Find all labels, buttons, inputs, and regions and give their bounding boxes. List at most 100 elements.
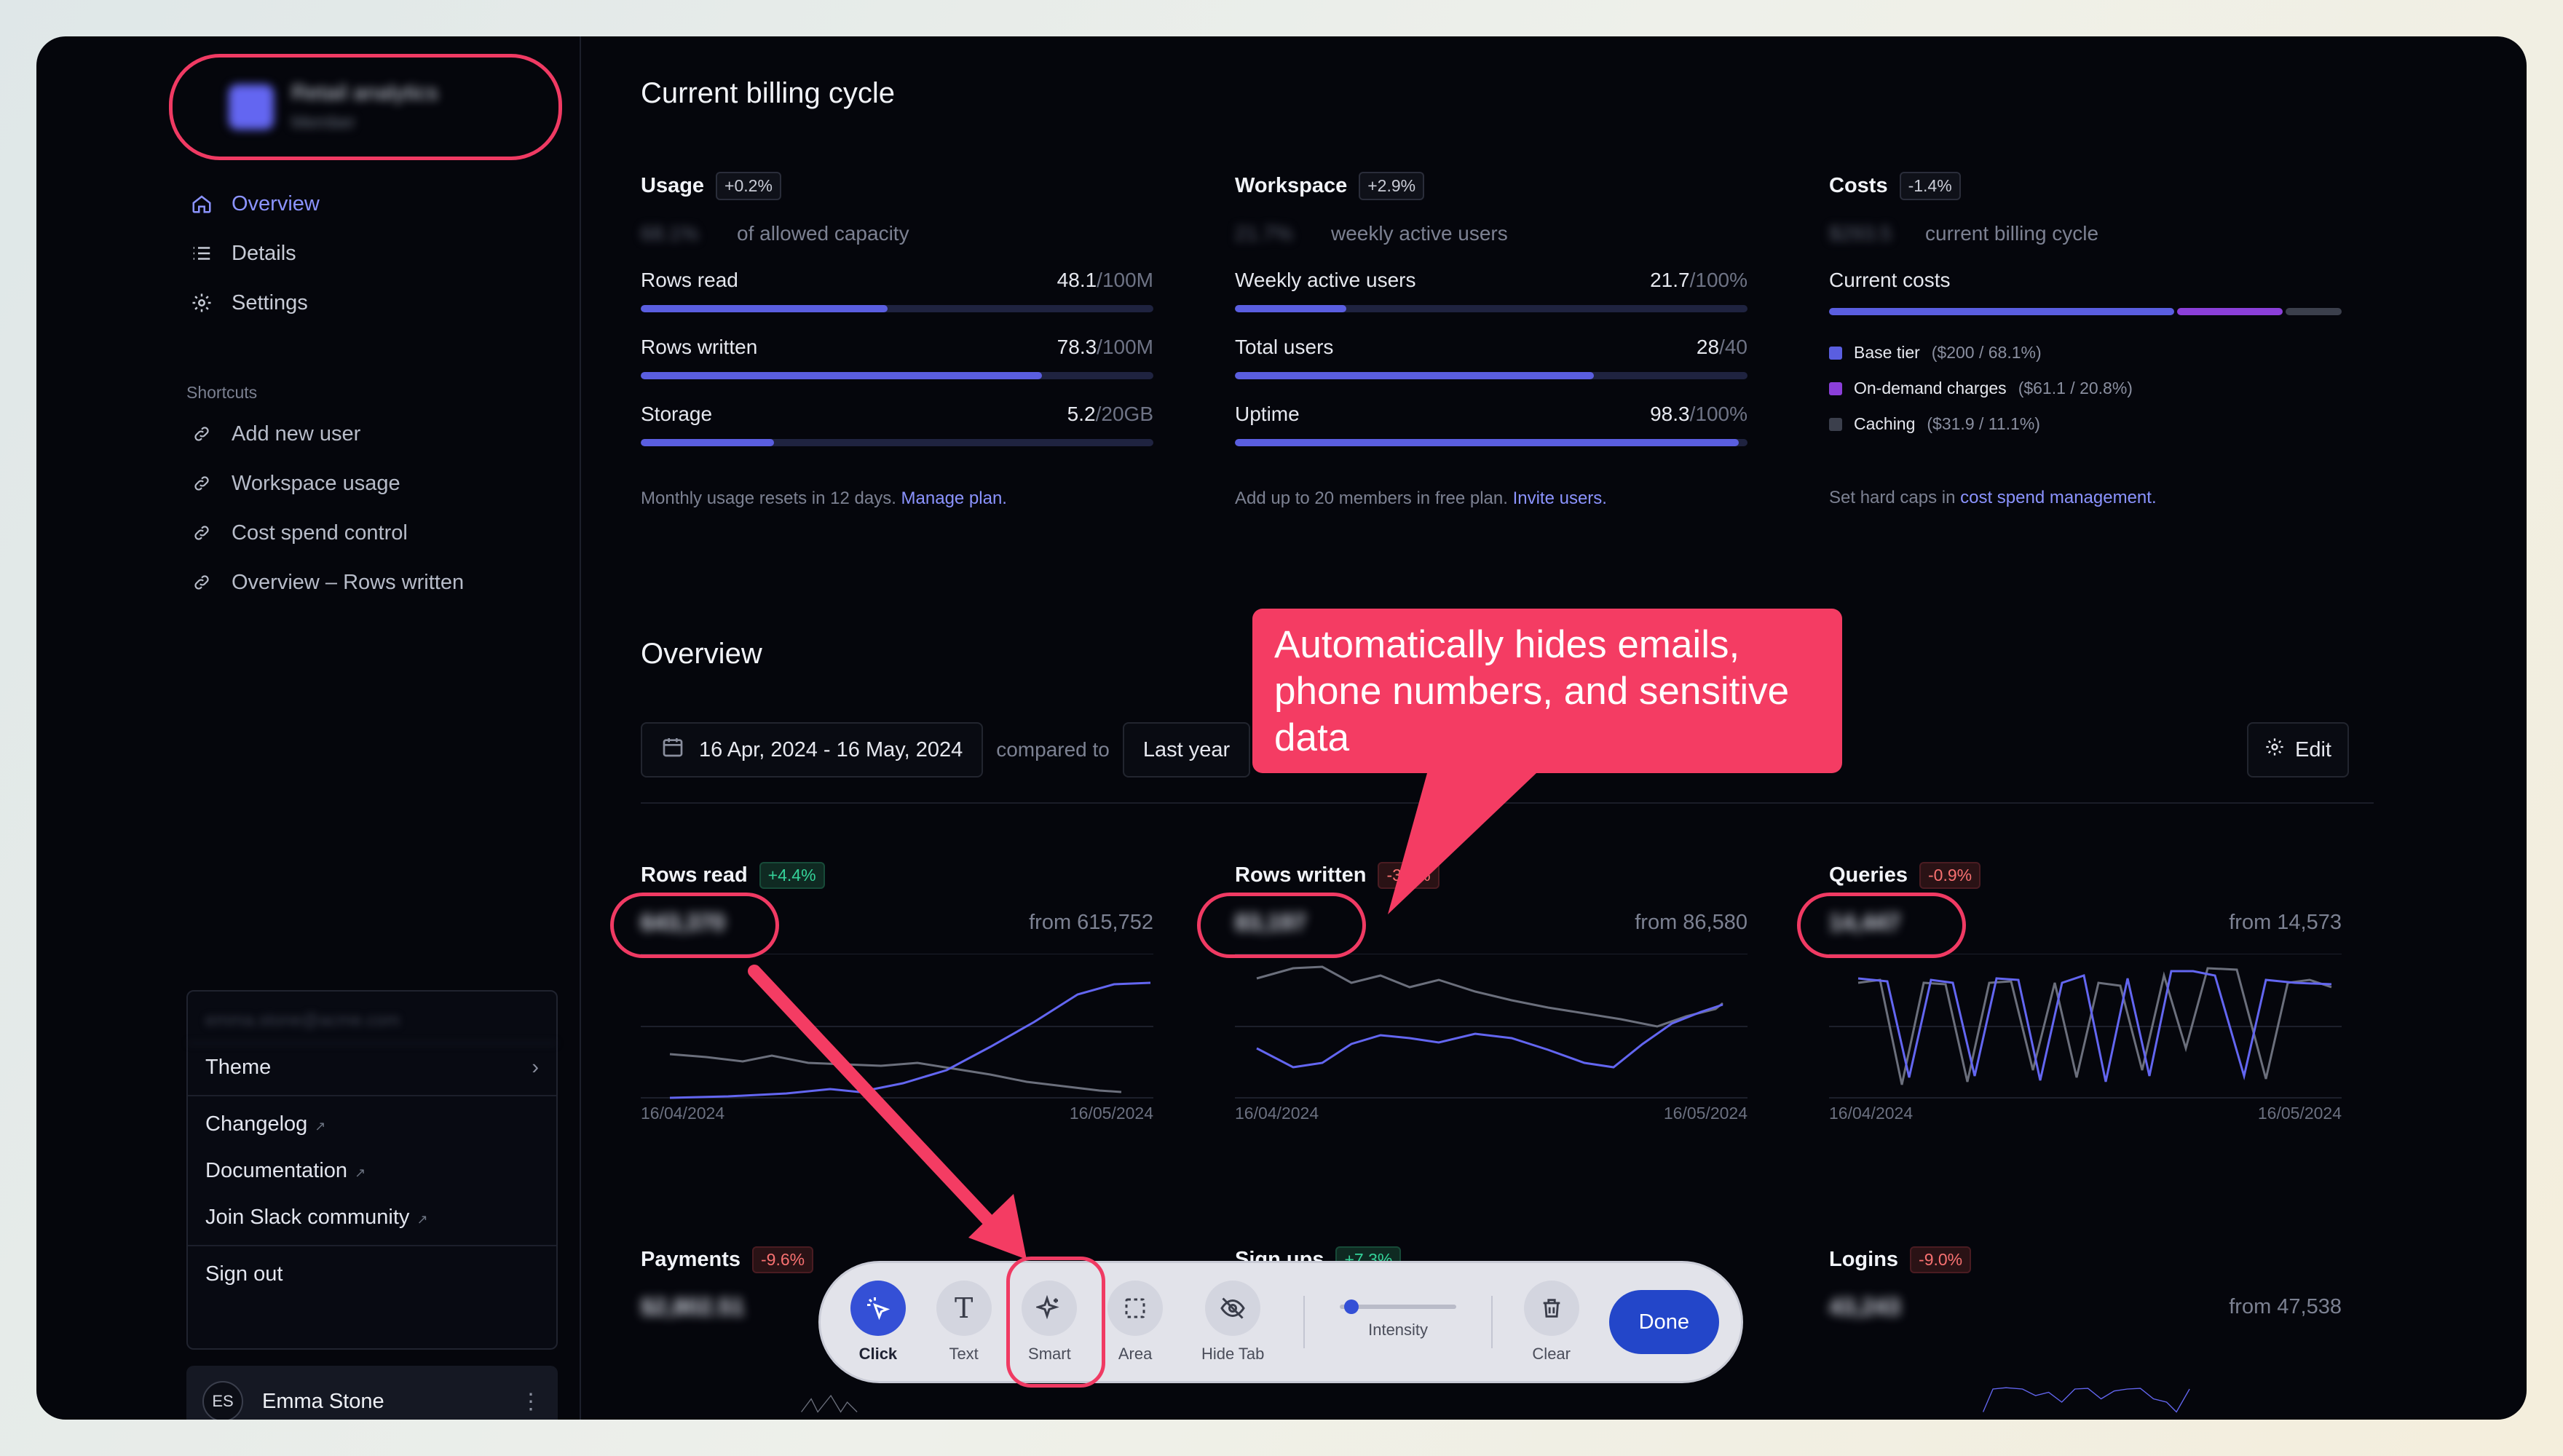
metric-value: 48.1 <box>1057 269 1097 291</box>
series-current <box>1256 1003 1723 1069</box>
sparkline-chart <box>1235 954 1748 1099</box>
compared-to-label: compared to <box>996 738 1110 761</box>
date-range-label: 16 Apr, 2024 - 16 May, 2024 <box>699 737 963 761</box>
change-badge: -3.9% <box>1378 862 1440 889</box>
calendar-icon <box>661 735 684 764</box>
cost-legend: Base tier ($200 / 68.1%) On-demand charge… <box>1829 343 2342 434</box>
slider-knob[interactable] <box>1344 1299 1359 1314</box>
progress-bar <box>641 305 1153 312</box>
metric-max: /100% <box>1689 403 1748 425</box>
done-button[interactable]: Done <box>1608 1290 1720 1354</box>
tool-text[interactable]: T Text <box>928 1281 1000 1364</box>
metric-value: 28 <box>1696 336 1720 358</box>
change-badge: +4.4% <box>759 862 825 889</box>
cursor-click-icon <box>850 1281 906 1336</box>
toolbar-divider <box>1490 1296 1493 1348</box>
costs-panel: Costs -1.4% $293.5 current billing cycle… <box>1829 172 2342 508</box>
date-range-picker[interactable]: 16 Apr, 2024 - 16 May, 2024 <box>641 722 984 778</box>
metric-label: Storage <box>641 403 713 425</box>
menu-item-changelog[interactable]: Changelog ↗ <box>188 1101 556 1147</box>
series-previous <box>801 1394 858 1413</box>
toolbar-divider <box>1303 1296 1306 1348</box>
sparkle-icon <box>1022 1281 1078 1336</box>
progress-fill <box>641 372 1043 379</box>
cost-segment <box>2176 308 2283 315</box>
shortcut-add-new-user[interactable]: Add new user <box>191 409 464 459</box>
kpi-previous: from 86,580 <box>1635 911 1748 934</box>
series-previous <box>1857 967 2332 1085</box>
nav-item-overview[interactable]: Overview <box>191 179 320 229</box>
blurred-value: $293.5 <box>1829 222 1892 245</box>
menu-item-documentation[interactable]: Documentation ↗ <box>188 1147 556 1194</box>
tool-hide-tab[interactable]: Hide Tab <box>1185 1281 1280 1364</box>
tool-area[interactable]: Area <box>1099 1281 1171 1364</box>
manage-plan-link[interactable]: Manage plan. <box>901 488 1007 508</box>
tool-label: Text <box>949 1345 979 1363</box>
highlight-ring-rows-read-value <box>610 893 779 958</box>
intensity-slider[interactable] <box>1340 1299 1457 1314</box>
legend-item: On-demand charges ($61.1 / 20.8%) <box>1829 379 2342 398</box>
nav-item-details[interactable]: Details <box>191 229 320 278</box>
workspace-switcher[interactable]: Retail analytics Member <box>182 67 546 147</box>
comparison-value: Last year <box>1142 737 1231 761</box>
cost-segment <box>1829 308 2174 315</box>
blurred-value: 21.7% <box>1235 222 1293 245</box>
more-options-icon[interactable]: ⋮ <box>520 1389 542 1414</box>
change-badge: -9.0% <box>1910 1246 1972 1273</box>
metric-max: /100% <box>1689 269 1748 291</box>
home-icon <box>191 193 213 215</box>
axis-start-date: 16/04/2024 <box>1235 1104 1319 1123</box>
shortcut-overview-rows-written[interactable]: Overview – Rows written <box>191 558 464 607</box>
workspace-name: Retail analytics <box>291 81 438 105</box>
nav-label: Details <box>232 241 296 265</box>
nav-item-settings[interactable]: Settings <box>191 278 320 328</box>
shortcut-cost-spend-control[interactable]: Cost spend control <box>191 508 464 558</box>
shortcut-label: Cost spend control <box>232 521 408 545</box>
legend-label: Caching <box>1854 414 1916 433</box>
kpi-previous: from 14,573 <box>2229 911 2342 934</box>
legend-swatch <box>1829 417 1842 431</box>
legend-detail: ($31.9 / 11.1%) <box>1927 414 2040 433</box>
legend-label: On-demand charges <box>1854 379 2007 397</box>
metric-value: 21.7 <box>1650 269 1690 291</box>
invite-users-link[interactable]: Invite users. <box>1512 488 1607 508</box>
menu-label: Documentation <box>205 1158 348 1182</box>
intensity-control[interactable]: Intensity <box>1328 1299 1468 1340</box>
panel-subtitle: weekly active users <box>1331 222 1508 245</box>
sparkline-chart <box>641 954 1153 1099</box>
sidebar: Retail analytics Member Overview Details <box>36 36 581 1420</box>
divider <box>641 802 2374 804</box>
legend-detail: ($200 / 68.1%) <box>1931 343 2042 362</box>
workspace-role: Member <box>291 113 356 132</box>
kpi-title: Rows written <box>1235 863 1367 887</box>
tool-label: Click <box>858 1345 898 1363</box>
menu-item-sign-out[interactable]: Sign out <box>188 1251 556 1297</box>
legend-item: Base tier ($200 / 68.1%) <box>1829 343 2342 363</box>
cost-breakdown-bar <box>1829 308 2342 315</box>
edit-button[interactable]: Edit <box>2247 722 2349 778</box>
shortcuts-heading: Shortcuts <box>186 383 258 402</box>
menu-item-theme[interactable]: Theme › <box>188 1044 556 1091</box>
menu-label: Theme <box>205 1055 272 1079</box>
workspace-panel: Workspace +2.9% 21.7% weekly active user… <box>1235 172 1748 509</box>
shortcut-label: Add new user <box>232 422 361 446</box>
cost-spend-management-link[interactable]: cost spend management. <box>1960 488 2157 507</box>
progress-fill <box>1235 372 1594 379</box>
legend-swatch <box>1829 346 1842 360</box>
user-name: Emma Stone <box>262 1389 384 1413</box>
highlight-ring-smart-tool <box>1006 1257 1105 1388</box>
panel-footnote: Add up to 20 members in free plan. <box>1235 488 1508 508</box>
menu-item-slack[interactable]: Join Slack community ↗ <box>188 1194 556 1241</box>
menu-divider <box>188 1245 556 1246</box>
metric-label: Rows written <box>641 336 758 358</box>
tool-smart[interactable]: Smart <box>1014 1281 1086 1364</box>
shortcut-workspace-usage[interactable]: Workspace usage <box>191 459 464 508</box>
user-profile-button[interactable]: ES Emma Stone ⋮ <box>186 1366 558 1420</box>
metric-max: /100M <box>1097 269 1153 291</box>
tool-clear[interactable]: Clear <box>1516 1281 1587 1364</box>
external-link-icon: ↗ <box>315 1118 326 1133</box>
change-badge: -9.6% <box>752 1246 814 1273</box>
comparison-select[interactable]: Last year <box>1122 722 1251 778</box>
cost-segment <box>2285 308 2342 315</box>
tool-click[interactable]: Click <box>842 1281 914 1364</box>
